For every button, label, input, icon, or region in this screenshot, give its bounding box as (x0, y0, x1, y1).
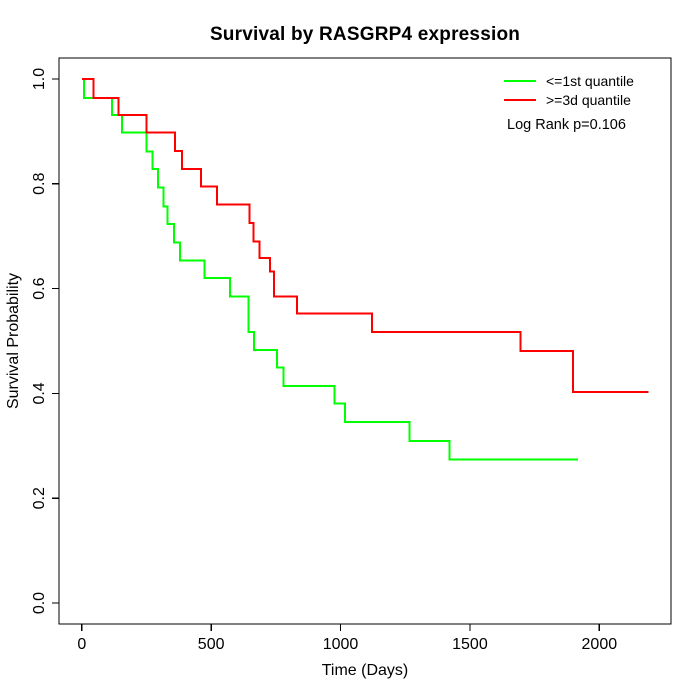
x-axis-label: Time (Days) (321, 662, 409, 679)
log-rank-annotation: Log Rank p=0.106 (507, 117, 626, 133)
legend-line-red (504, 98, 536, 101)
x-tick-label: 0 (77, 636, 86, 653)
survival-curve-red (81, 78, 649, 393)
y-tick-label: 0.6 (31, 277, 48, 299)
legend-label-low-quantile: <=1st quantile (546, 72, 634, 89)
legend-entry-high-quantile: >=3d quantile (504, 90, 634, 109)
x-tick-label: 1500 (452, 636, 488, 653)
plot-border (58, 57, 672, 625)
y-axis-label: Survival Probability (5, 272, 22, 410)
legend-line-green (504, 79, 536, 82)
y-tick-label: 0.8 (31, 173, 48, 195)
y-tick-label: 0.2 (31, 487, 48, 509)
legend-entry-low-quantile: <=1st quantile (504, 71, 634, 90)
survival-curve-green (81, 78, 578, 461)
y-tick-label: 0.0 (31, 592, 48, 614)
x-tick-label: 2000 (582, 636, 618, 653)
legend-label-high-quantile: >=3d quantile (546, 91, 631, 108)
x-tick-label: 500 (198, 636, 225, 653)
x-tick-label: 1000 (323, 636, 359, 653)
y-tick-label: 0.4 (31, 382, 48, 404)
y-tick-label: 1.0 (31, 68, 48, 90)
legend: <=1st quantile >=3d quantile Log Rank p=… (504, 71, 634, 133)
chart-title: Survival by RASGRP4 expression (209, 24, 521, 45)
